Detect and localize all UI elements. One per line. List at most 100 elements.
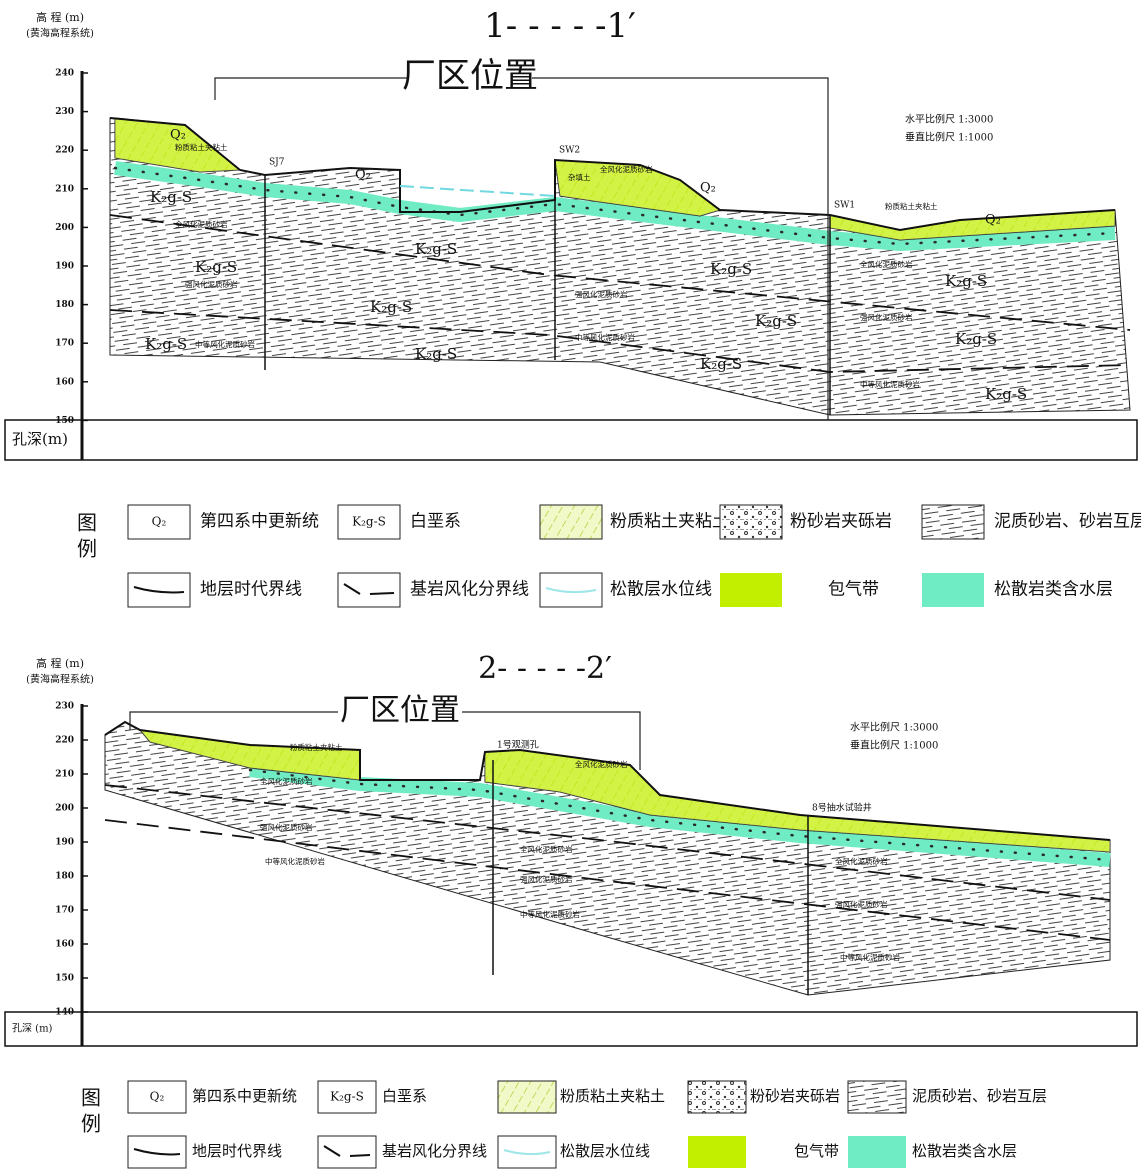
y-tick-label: 190 [55,262,74,272]
legend-swatch [127,1135,187,1169]
y-tick-label: 200 [55,223,74,233]
strata-label: K₂g-S [955,330,997,348]
y-tick-label: 240 [55,69,74,79]
layer-note: 强风化泥质砂岩 [835,899,888,909]
layer-note: 中等风化泥质砂岩 [195,339,255,349]
depth-row [4,1011,1138,1047]
strata-label: K₂g-S [370,298,412,316]
layer-note: 中等风化泥质砂岩 [840,952,900,962]
legend-label: 松散岩类含水层 [912,1142,1017,1160]
datum-label: (黄海高程系统) [26,673,94,686]
legend-label: 松散岩类含水层 [994,580,1113,600]
layer-note: 强风化泥质砂岩 [860,312,913,322]
layer-note: 全风化泥质砂岩 [600,164,653,174]
borehole-label: SW2 [559,146,580,156]
legend-swatch [337,504,401,540]
strata-label: K₂g-S [150,188,192,206]
borehole-label: SJ7 [269,158,285,168]
aquifer-layer [249,763,1111,867]
layer-note: 全风化泥质砂岩 [835,856,888,866]
legend-label: 白垩系 [410,512,461,532]
strata-label: K₂g-S [145,335,187,353]
borehole-label: 8号抽水试验井 [812,802,872,814]
borehole-label: 1号观测孔 [497,740,539,751]
legend-title: 图例 [78,1087,102,1139]
legend-label: 包气带 [794,1142,839,1160]
quaternary-label: Q₂ [355,168,371,183]
y-tick-label: 170 [55,906,74,916]
strata-label: K₂g-S [415,345,457,363]
legend-swatch [688,1136,746,1168]
legend-label: 基岩风化分界线 [382,1142,487,1160]
legend-symbol: K₂g-S [352,515,386,529]
section: 1号观测孔8号抽水试验井粉质粘土夹粘土全风化泥质砂岩全风化泥质砂岩全风化泥质砂岩… [4,651,1138,1047]
strata-label: K₂g-S [415,240,457,258]
layer-note: 强风化泥质砂岩 [260,822,313,832]
legend-swatch [539,504,603,540]
y-tick-label: 160 [55,940,74,950]
legend-swatch [127,1080,187,1114]
legend-label: 泥质砂岩、砂岩互层 [994,512,1141,532]
legend-line [343,583,395,595]
quaternary-label: Q₂ [170,128,186,143]
elevation-label: 高 程 (m) [36,10,84,24]
y-tick-label: 200 [55,804,74,814]
y-tick-label: 170 [55,339,74,349]
legend-label: 粉砂岩夹砾岩 [790,512,892,532]
section: SJ7 SW2 SW1 K₂g-S K₂g-S K₂g-S K₂g-S K₂g-S K₂g-S K… [4,6,1138,461]
legend-line [133,1148,181,1156]
layer-note: 中等风化泥质砂岩 [575,332,635,342]
layer-note: 中等风化泥质砂岩 [520,909,580,919]
legend-swatch [922,573,984,607]
legend-label: 松散层水位线 [560,1142,650,1160]
plant-area-label: 厂区位置 [340,693,460,728]
quaternary-label: Q₂ [985,213,1001,228]
layer-note: 强风化泥质砂岩 [185,279,238,289]
strata-label: K₂g-S [195,258,237,276]
legend-label: 粉质粘土夹粘土 [610,512,729,532]
plant-label-bg [408,56,532,100]
strata-label: K₂g-S [755,312,797,330]
y-tick-label: 150 [55,974,74,984]
layer-note: 中等风化泥质砂岩 [860,379,920,389]
y-tick-label: 190 [55,838,74,848]
strata-label: K₂g-S [945,272,987,290]
legend-swatch [497,1080,557,1114]
legend-swatch [847,1080,907,1114]
clay-hatch [830,210,1115,240]
section-title: 2- - - - -2′ [478,651,612,686]
legend: 图例 Q₂ 第四系中更新统 K₂g-S 白垩系 粉质粘土夹粘土 粉砂岩夹砾岩 泥质砂岩、砂岩互… [78,1080,1047,1169]
legend-label: 粉质粘土夹粘土 [560,1087,665,1105]
weathering-boundary [109,214,1131,331]
clay-hatch [485,750,1110,852]
clay-hatch [555,160,720,216]
y-tick-label: 230 [55,702,74,712]
y-tick-label: 150 [55,416,74,426]
legend-swatch [720,573,782,607]
legend-swatch [719,504,783,540]
legend-label: 第四系中更新统 [192,1087,297,1105]
legend-swatch [848,1136,906,1168]
strata-label: K₂g-S [985,385,1027,403]
legend-line [323,1145,371,1157]
y-tick-label: 220 [55,736,74,746]
vertical-scale: 垂直比例尺 1:1000 [905,131,993,144]
y-tick-label: 210 [55,770,74,780]
weathering-boundary [109,309,1131,373]
strata-label: K₂g-S [710,260,752,278]
legend-label: 地层时代界线 [192,1142,282,1160]
vertical-scale: 垂直比例尺 1:1000 [850,739,938,752]
legend-label: 基岩风化分界线 [410,580,529,600]
legend-swatch [317,1135,377,1169]
plant-area-label: 厂区位置 [402,56,538,96]
legend-swatch [337,572,401,608]
legend-label: 第四系中更新统 [200,512,319,532]
layer-note: 杂填土 [568,172,591,182]
weathering-boundary [104,784,1111,901]
layer-note: 全风化泥质砂岩 [860,259,913,269]
legend-symbol: Q₂ [150,1090,165,1104]
legend: 图例 Q₂ 第四系中更新统 K₂g-S 白垩系 粉质粘土夹粘土 粉砂岩夹砾岩 泥质砂岩、砂岩互… [74,504,1141,608]
legend-label: 粉砂岩夹砾岩 [750,1087,840,1105]
legend-title: 图例 [74,512,98,564]
